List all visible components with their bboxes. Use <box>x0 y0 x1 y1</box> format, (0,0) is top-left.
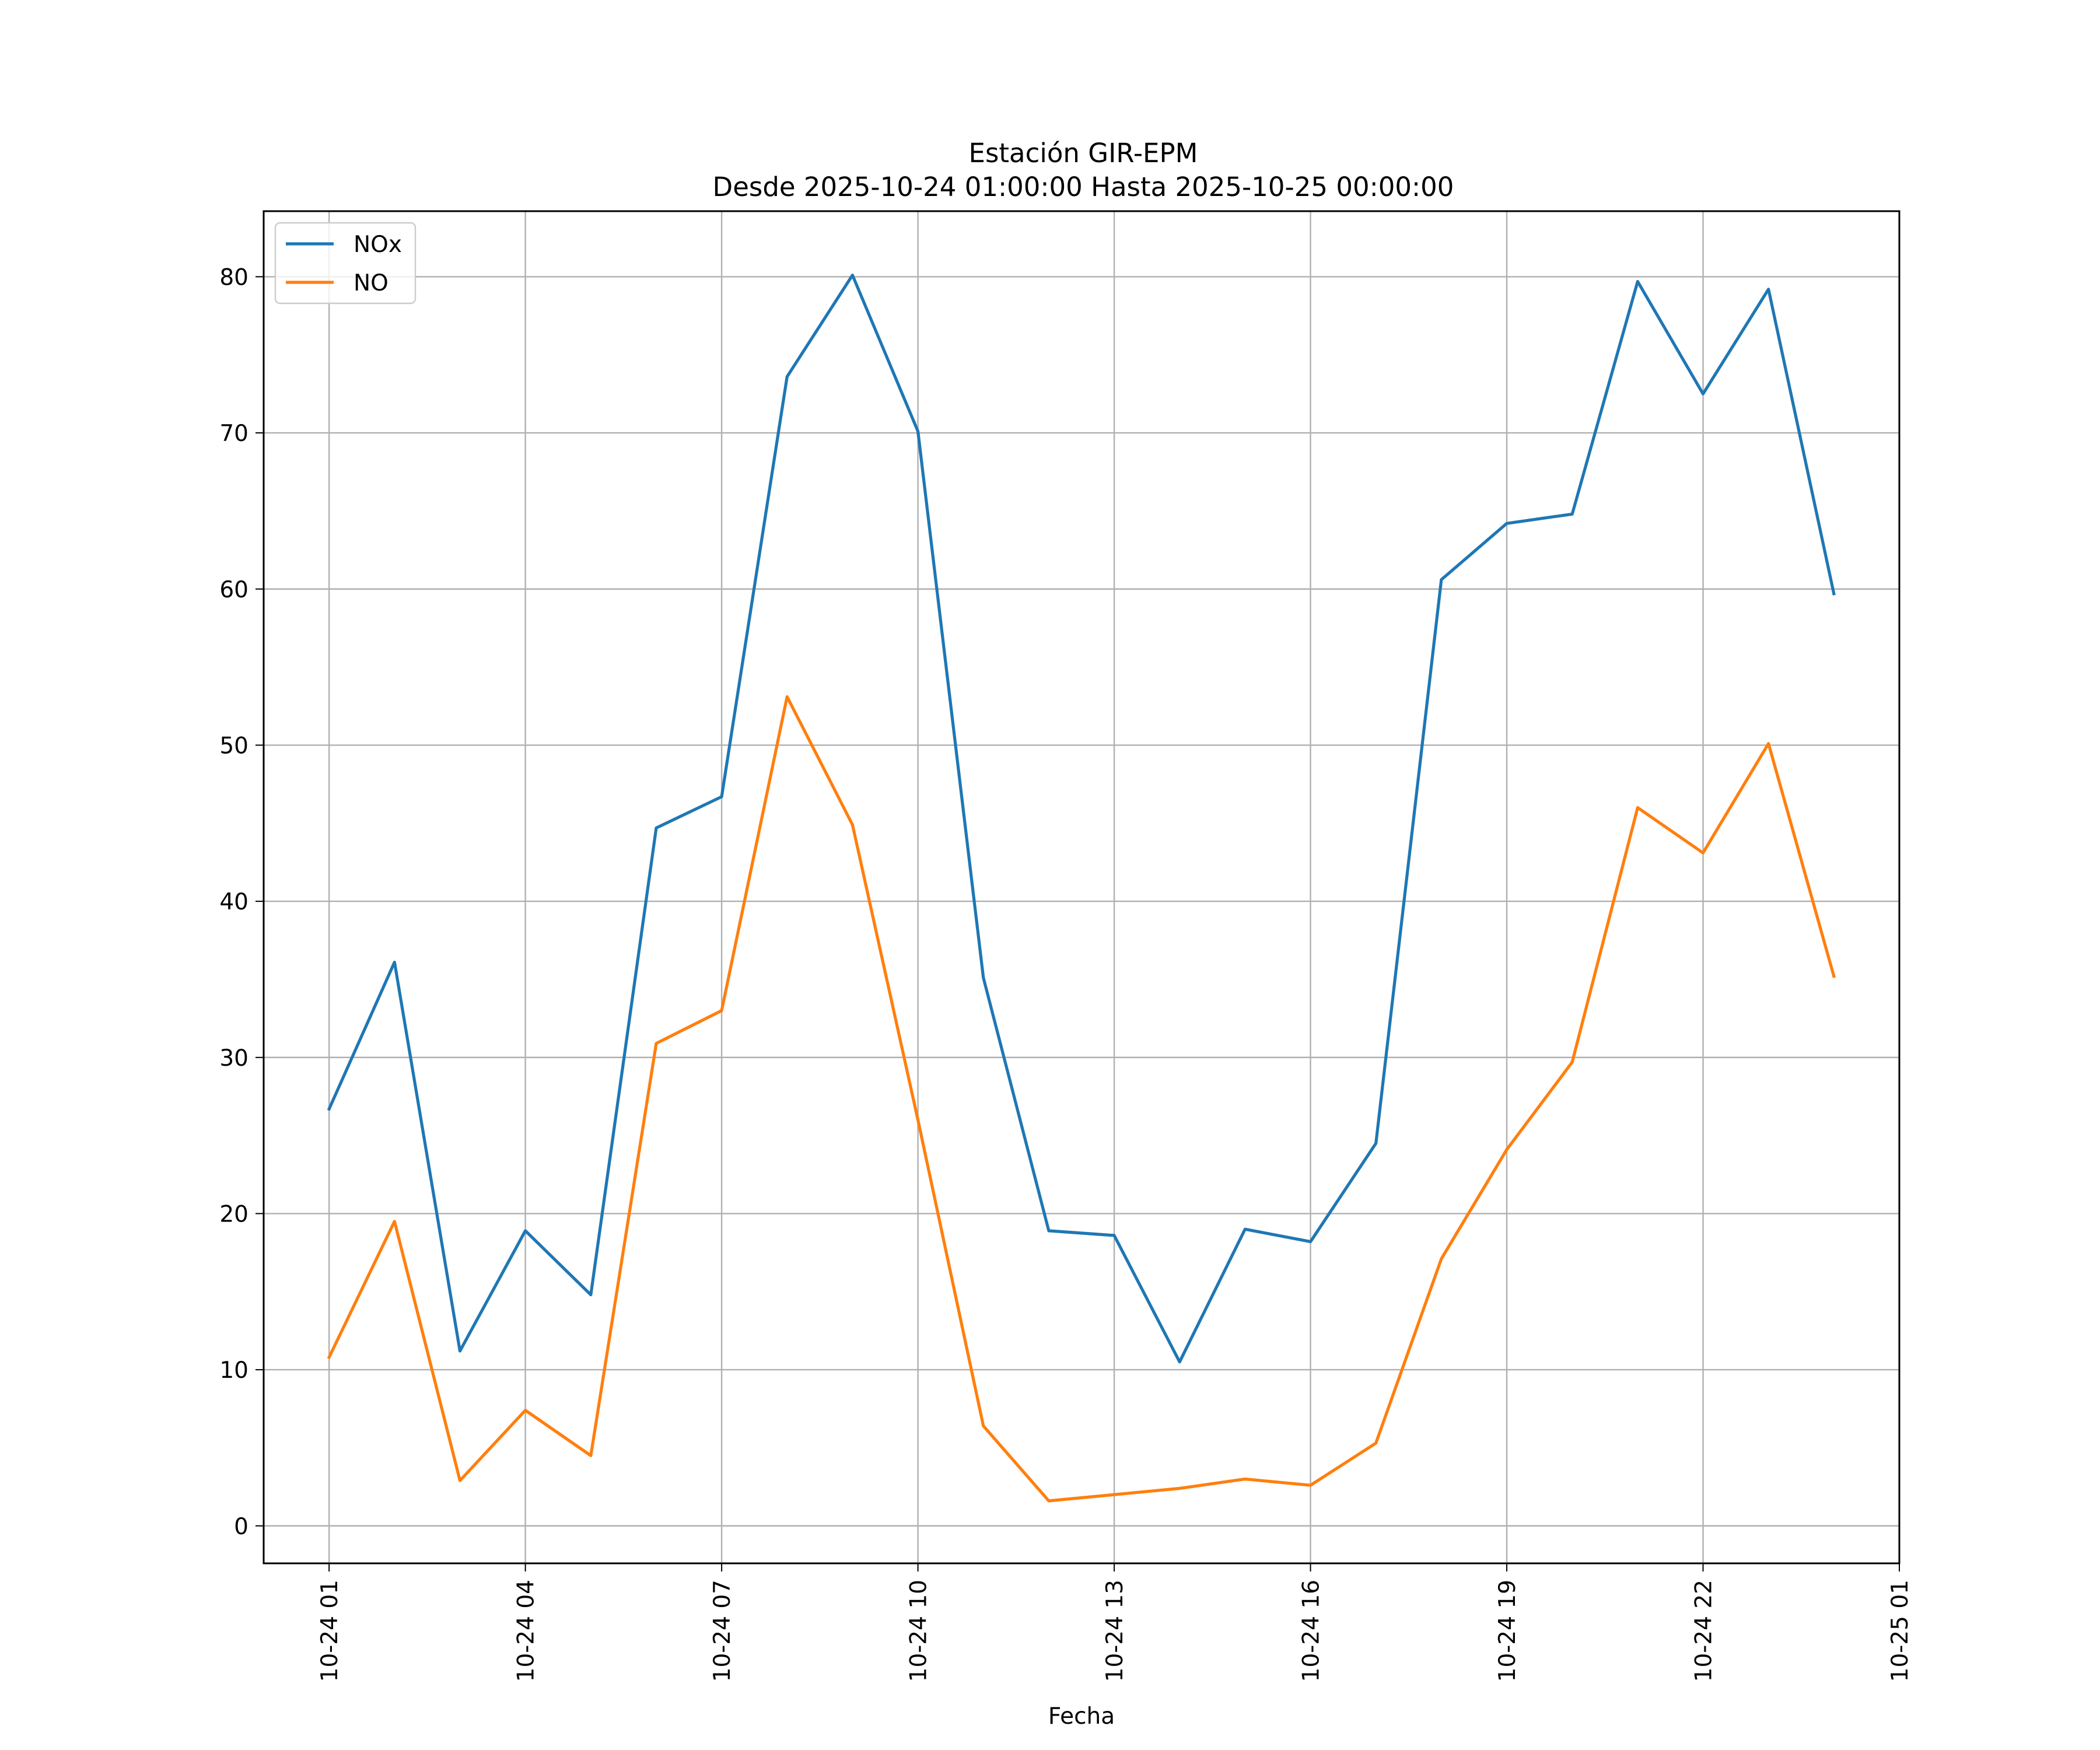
legend: NOx NO <box>274 222 416 304</box>
y-tick-label: 60 <box>219 577 249 603</box>
y-tick-label: 80 <box>219 264 249 290</box>
x-tick-label: 10-24 13 <box>1102 1580 1128 1682</box>
y-tick-label: 50 <box>219 733 249 759</box>
x-axis-label: Fecha <box>1048 1703 1115 1730</box>
x-tick-label: 10-24 04 <box>513 1580 540 1682</box>
y-tick-label: 20 <box>219 1201 249 1227</box>
x-tick-label: 10-24 07 <box>709 1580 736 1682</box>
plot-frame <box>262 210 1901 1564</box>
series-line-nox <box>327 274 1836 1364</box>
x-tick-label: 10-24 01 <box>317 1580 343 1682</box>
x-tick-label: 10-24 22 <box>1691 1580 1717 1682</box>
chart-subtitle: Desde 2025-10-24 01:00:00 Hasta 2025-10-… <box>713 172 1454 202</box>
y-tick-label: 40 <box>219 889 249 915</box>
x-tick-label: 10-24 16 <box>1298 1580 1325 1682</box>
legend-label: NOx <box>354 232 402 258</box>
y-tick-label: 30 <box>219 1045 249 1072</box>
series-line-no <box>327 695 1836 1503</box>
y-tick-label: 0 <box>234 1514 249 1540</box>
legend-label: NO <box>354 270 388 296</box>
y-axis: 0 10 20 30 40 50 60 70 80 <box>219 264 264 1540</box>
y-tick-label: 10 <box>219 1357 249 1384</box>
y-tick-label: 70 <box>219 421 249 447</box>
x-tick-label: 10-24 19 <box>1494 1580 1521 1682</box>
x-tick-label: 10-25 01 <box>1887 1580 1913 1682</box>
series-group <box>327 274 1836 1503</box>
chart-title: Estación GIR-EPM <box>969 138 1198 169</box>
x-tick-label: 10-24 10 <box>906 1580 932 1682</box>
x-axis: 10-24 01 10-24 04 10-24 07 10-24 10 10-24 13… <box>317 1563 1913 1682</box>
